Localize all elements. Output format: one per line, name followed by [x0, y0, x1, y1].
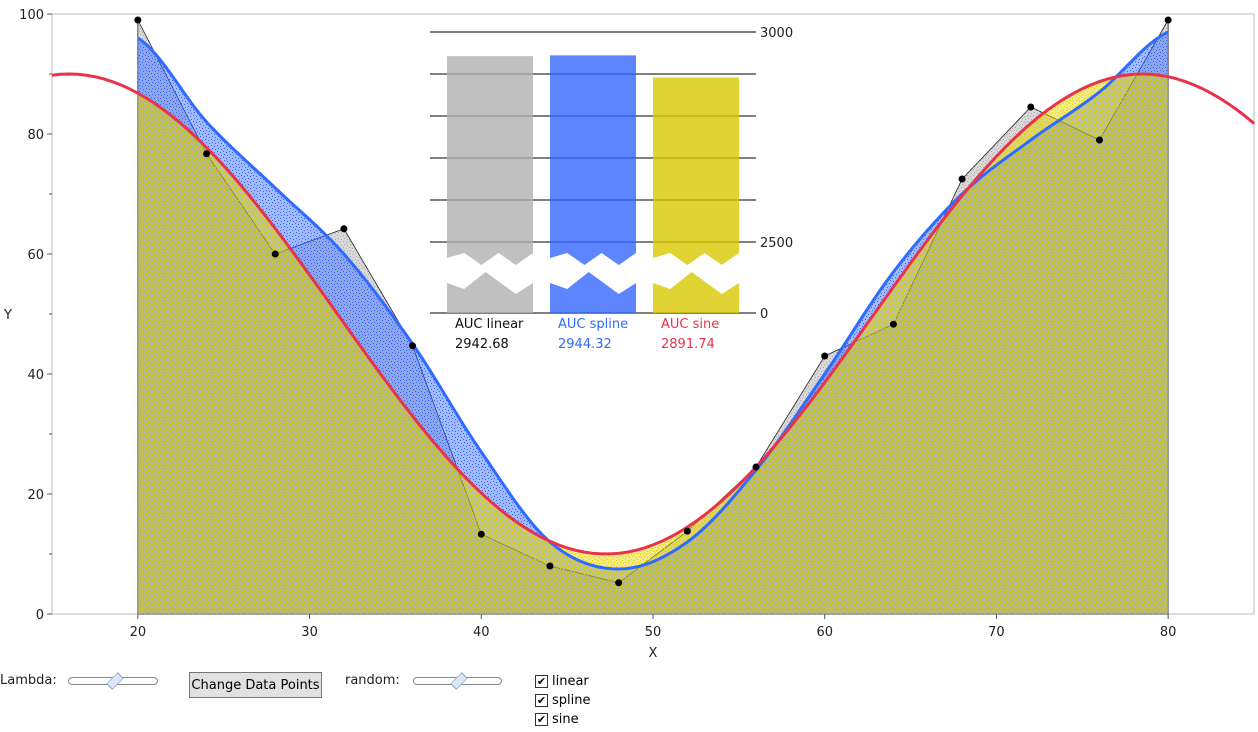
- inset-bar-top: [447, 56, 533, 265]
- random-slider[interactable]: [413, 672, 502, 690]
- data-point: [409, 342, 417, 350]
- inset-tick-label: 3000: [760, 26, 793, 41]
- x-tick-label: 30: [301, 625, 318, 640]
- sine-line: [51, 72, 1255, 556]
- data-point: [203, 150, 211, 158]
- sine-area: [137, 74, 1169, 614]
- data-point: [889, 320, 897, 328]
- data-point: [1164, 16, 1172, 24]
- x-axis-label: X: [649, 646, 658, 661]
- data-point: [340, 225, 348, 233]
- inset-tick-label: 2500: [760, 236, 793, 251]
- data-point: [683, 527, 691, 535]
- inset-tick-label: 0: [760, 307, 768, 322]
- data-point: [134, 16, 142, 24]
- lambda-slider[interactable]: [68, 672, 158, 690]
- data-point: [271, 250, 279, 258]
- y-tick-label: 100: [19, 8, 44, 23]
- y-tick-label: 0: [36, 608, 44, 623]
- inset-bar-bottom: [550, 272, 636, 313]
- data-point: [615, 579, 623, 587]
- inset-value-label: 2891.74: [661, 337, 715, 352]
- sine-checkbox[interactable]: ✔ sine: [535, 712, 579, 727]
- y-tick-label: 60: [27, 248, 44, 263]
- data-point: [821, 352, 829, 360]
- data-point: [477, 530, 485, 538]
- inset-category-label: AUC linear: [455, 317, 524, 332]
- x-tick-label: 60: [816, 625, 833, 640]
- x-tick-label: 70: [988, 625, 1005, 640]
- inset-bar-bottom: [653, 272, 739, 313]
- spline-checkbox[interactable]: ✔ spline: [535, 693, 591, 708]
- data-point: [1095, 136, 1103, 144]
- random-label: random:: [345, 673, 400, 688]
- inset-category-label: AUC spline: [558, 317, 628, 332]
- linear-checkbox[interactable]: ✔ linear: [535, 674, 589, 689]
- checkmark-icon: ✔: [535, 713, 548, 726]
- x-tick-label: 20: [130, 625, 147, 640]
- x-tick-label: 40: [473, 625, 490, 640]
- checkbox-label: spline: [552, 693, 591, 708]
- y-axis-label: Y: [3, 308, 12, 323]
- y-tick-label: 40: [27, 368, 44, 383]
- spline-line: [136, 30, 1169, 571]
- inset-bar-top: [550, 55, 636, 265]
- inset-bar-bottom: [447, 272, 533, 313]
- x-tick-label: 80: [1160, 625, 1177, 640]
- inset-category-label: AUC sine: [661, 317, 719, 332]
- checkmark-icon: ✔: [535, 675, 548, 688]
- change-data-points-button[interactable]: Change Data Points: [189, 672, 322, 698]
- checkmark-icon: ✔: [535, 694, 548, 707]
- inset-value-label: 2944.32: [558, 337, 612, 352]
- checkbox-label: sine: [552, 712, 579, 727]
- lambda-label: Lambda:: [0, 673, 57, 688]
- data-point: [752, 463, 760, 471]
- y-tick-label: 80: [27, 128, 44, 143]
- inset-bar-top: [653, 77, 739, 265]
- checkbox-label: linear: [552, 674, 589, 689]
- inset-value-label: 2942.68: [455, 337, 509, 352]
- data-point: [958, 175, 966, 183]
- data-point: [1027, 103, 1035, 111]
- x-tick-label: 50: [645, 625, 662, 640]
- data-point: [546, 562, 554, 570]
- y-tick-label: 20: [27, 488, 44, 503]
